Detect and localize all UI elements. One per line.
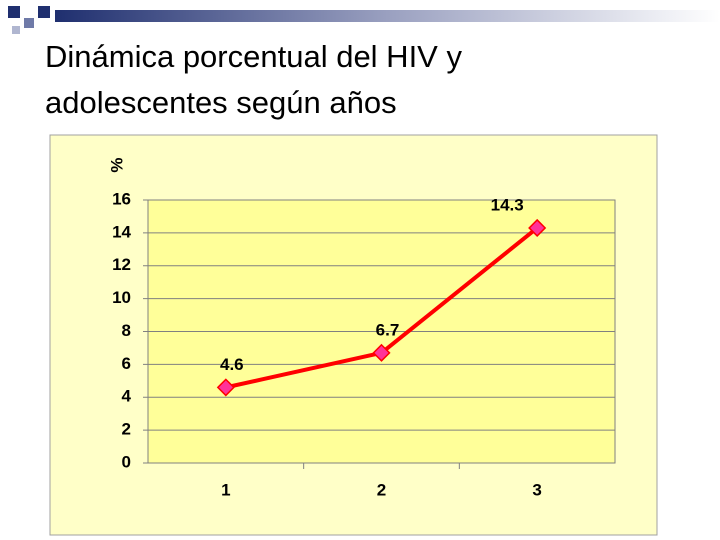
y-tick-label: 10 [112, 288, 131, 307]
data-point [528, 218, 547, 238]
deco-square [8, 6, 20, 18]
data-point [216, 378, 235, 397]
y-tick-label: 6 [122, 354, 131, 373]
x-tick-label: 3 [532, 480, 541, 499]
y-tick-label: 8 [122, 321, 131, 340]
data-label: 4.6 [220, 355, 244, 374]
data-label: 6.7 [376, 320, 400, 339]
header-bar [55, 10, 720, 22]
y-tick-label: 14 [112, 222, 131, 241]
slide-title: Dinámica porcentual del HIV y adolescent… [45, 39, 462, 120]
data-point [372, 343, 391, 362]
y-tick-label: 0 [122, 452, 131, 471]
y-tick-label: 4 [122, 387, 132, 406]
deco-square [38, 6, 50, 18]
data-label: 14.3 [491, 195, 524, 214]
deco-square [12, 26, 20, 34]
x-tick-label: 2 [377, 480, 386, 499]
y-tick-label: 2 [122, 420, 131, 439]
x-tick-label: 1 [221, 480, 230, 499]
y-tick-label: 12 [112, 255, 131, 274]
deco-square [24, 18, 34, 28]
y-tick-label: 16 [112, 189, 131, 208]
y-axis-label: % [107, 157, 126, 172]
